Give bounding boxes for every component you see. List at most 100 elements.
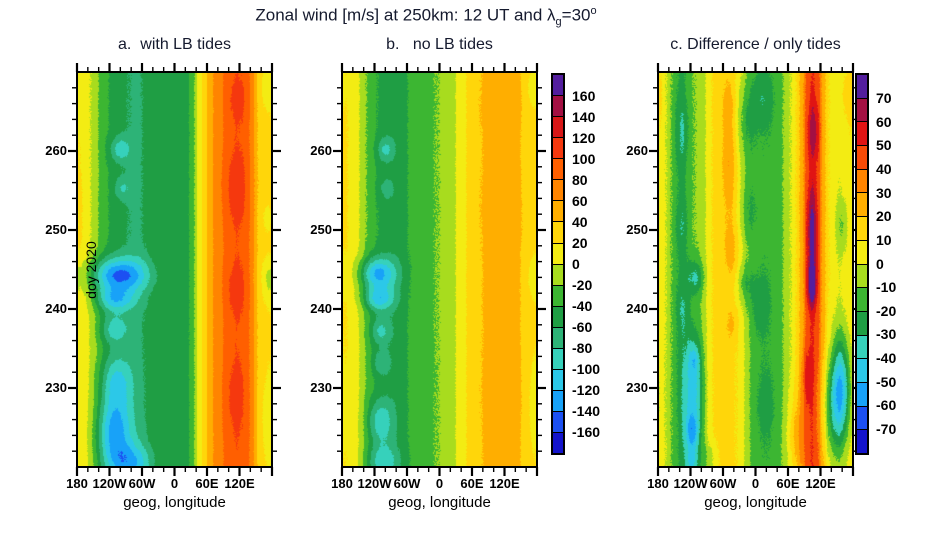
y-tick-label: 260 xyxy=(310,143,332,158)
colorbar-cell xyxy=(857,146,867,170)
x-tick-label: 180 xyxy=(647,476,669,491)
panel-a-title: a. with LB tides xyxy=(118,36,231,53)
panel-c-heatmap xyxy=(658,72,853,467)
y-tick-label: 230 xyxy=(310,380,332,395)
colorbar-cell xyxy=(553,285,563,307)
panel-with-lb-tides: a. with LB tides doy 2020 180 120W 60W 0 60E… xyxy=(45,0,281,535)
colorbar-tick-label: 120 xyxy=(572,129,596,146)
colorbar-cell xyxy=(553,117,563,139)
colorbar-tick-label: -80 xyxy=(572,339,593,356)
colorbar-cell xyxy=(857,240,867,265)
colorbar-tick-label: -20 xyxy=(572,276,593,293)
y-tick-label: 240 xyxy=(626,301,648,316)
colorbar-tick-label: 30 xyxy=(876,184,892,201)
colorbar-cell xyxy=(553,243,563,265)
colorbar-cell xyxy=(857,169,867,194)
colorbar-cell xyxy=(553,264,563,286)
panel-axes-a xyxy=(68,63,281,476)
x-axis-label: geog, longitude xyxy=(123,494,226,511)
x-tick-label: 120E xyxy=(224,476,255,491)
colorbar-cell xyxy=(857,264,867,289)
colorbar-diff xyxy=(855,73,869,455)
x-tick-label: 120W xyxy=(92,476,127,491)
colorbar-cell xyxy=(553,180,563,202)
panel-a-heatmap xyxy=(77,72,272,467)
x-axis-label: geog, longitude xyxy=(704,494,807,511)
colorbar-cell xyxy=(857,122,867,147)
colorbar-cell xyxy=(553,159,563,181)
panel-b-title: b. no LB tides xyxy=(386,36,493,53)
x-tick-label: 0 xyxy=(170,476,179,491)
colorbar-cell xyxy=(553,75,563,97)
colorbar-tick-label: 60 xyxy=(572,192,588,209)
y-tick-label: 240 xyxy=(45,301,67,316)
panel-axes-b xyxy=(333,63,546,476)
figure-title: Zonal wind [m/s] at 250km: 12 UT and λg=… xyxy=(0,5,852,28)
x-tick-label: 60W xyxy=(128,476,156,491)
colorbar-cell xyxy=(553,138,563,160)
colorbar-cell xyxy=(857,217,867,241)
colorbar-cell xyxy=(857,311,867,336)
colorbar-tick-label: 160 xyxy=(572,87,596,104)
colorbar-cell xyxy=(553,201,563,223)
colorbar-cell xyxy=(857,335,867,360)
colorbar-tick-label: -70 xyxy=(876,420,897,437)
colorbar-tick-label: 0 xyxy=(876,255,884,272)
figure-title-text: Zonal wind [m/s] at 250km: 12 UT and xyxy=(255,5,548,25)
colorbar-tick-label: 80 xyxy=(572,171,588,188)
x-tick-label: 60E xyxy=(195,476,219,491)
colorbar-cell xyxy=(553,327,563,349)
y-tick-label: 250 xyxy=(310,222,332,237)
colorbar-cell xyxy=(553,390,563,412)
x-tick-label: 60E xyxy=(460,476,484,491)
x-tick-label: 0 xyxy=(435,476,444,491)
colorbar-cell xyxy=(553,348,563,370)
x-tick-label: 60W xyxy=(709,476,737,491)
y-tick-label: 260 xyxy=(626,143,648,158)
colorbar-tick-label: -50 xyxy=(876,373,897,390)
colorbar-tick-label: -60 xyxy=(572,318,593,335)
colorbar-cell xyxy=(857,430,867,453)
x-tick-label: 120W xyxy=(357,476,392,491)
panel-b-heatmap xyxy=(342,72,537,467)
figure-title-value: =30 xyxy=(561,5,591,25)
panel-c-title: c. Difference / only tides xyxy=(670,36,841,53)
colorbar-tick-label: -10 xyxy=(876,279,897,296)
colorbar-tick-label: -40 xyxy=(572,297,593,314)
lambda-symbol: λ xyxy=(547,5,556,25)
plot-frame xyxy=(657,71,854,468)
colorbar-main xyxy=(551,73,565,455)
colorbar-cell xyxy=(857,382,867,407)
colorbar-tick-label: 40 xyxy=(876,161,892,177)
lambda-subscript: g xyxy=(555,16,562,29)
colorbar-tick-label: -30 xyxy=(876,326,897,343)
colorbar-tick-label: 140 xyxy=(572,108,596,125)
colorbar-tick-label: 20 xyxy=(876,208,892,225)
panel-axes-c xyxy=(649,63,862,476)
colorbar-cell xyxy=(857,98,867,123)
x-tick-label: 120E xyxy=(489,476,520,491)
colorbar-tick-label: -20 xyxy=(876,302,897,319)
x-tick-label: 120E xyxy=(805,476,836,491)
colorbar-cell xyxy=(857,288,867,312)
colorbar-cell xyxy=(553,412,563,434)
panel-no-lb-tides: b. no LB tides 180 120W 60W 0 60E 120E 260 250 2… xyxy=(310,0,546,535)
colorbar-tick-label: 0 xyxy=(572,255,580,272)
colorbar-cell xyxy=(857,406,867,431)
colorbar-tick-label: -120 xyxy=(572,381,601,398)
x-tick-label: 0 xyxy=(751,476,760,491)
y-tick-label: 230 xyxy=(626,380,648,395)
y-tick-label: 250 xyxy=(45,222,67,237)
colorbar-tick-label: -160 xyxy=(572,423,601,440)
colorbar-tick-label: -140 xyxy=(572,402,601,419)
colorbar-tick-label: -40 xyxy=(876,350,897,366)
degree-superscript: o xyxy=(590,5,597,17)
x-tick-label: 60E xyxy=(776,476,800,491)
y-tick-label: 230 xyxy=(45,380,67,395)
y-tick-label: 250 xyxy=(626,222,648,237)
colorbar-cell xyxy=(857,193,867,218)
colorbar-tick-label: 60 xyxy=(876,113,892,130)
colorbar-tick-label: -100 xyxy=(572,360,601,377)
colorbar-tick-label: 70 xyxy=(876,90,892,107)
y-tick-label: 260 xyxy=(45,143,67,158)
